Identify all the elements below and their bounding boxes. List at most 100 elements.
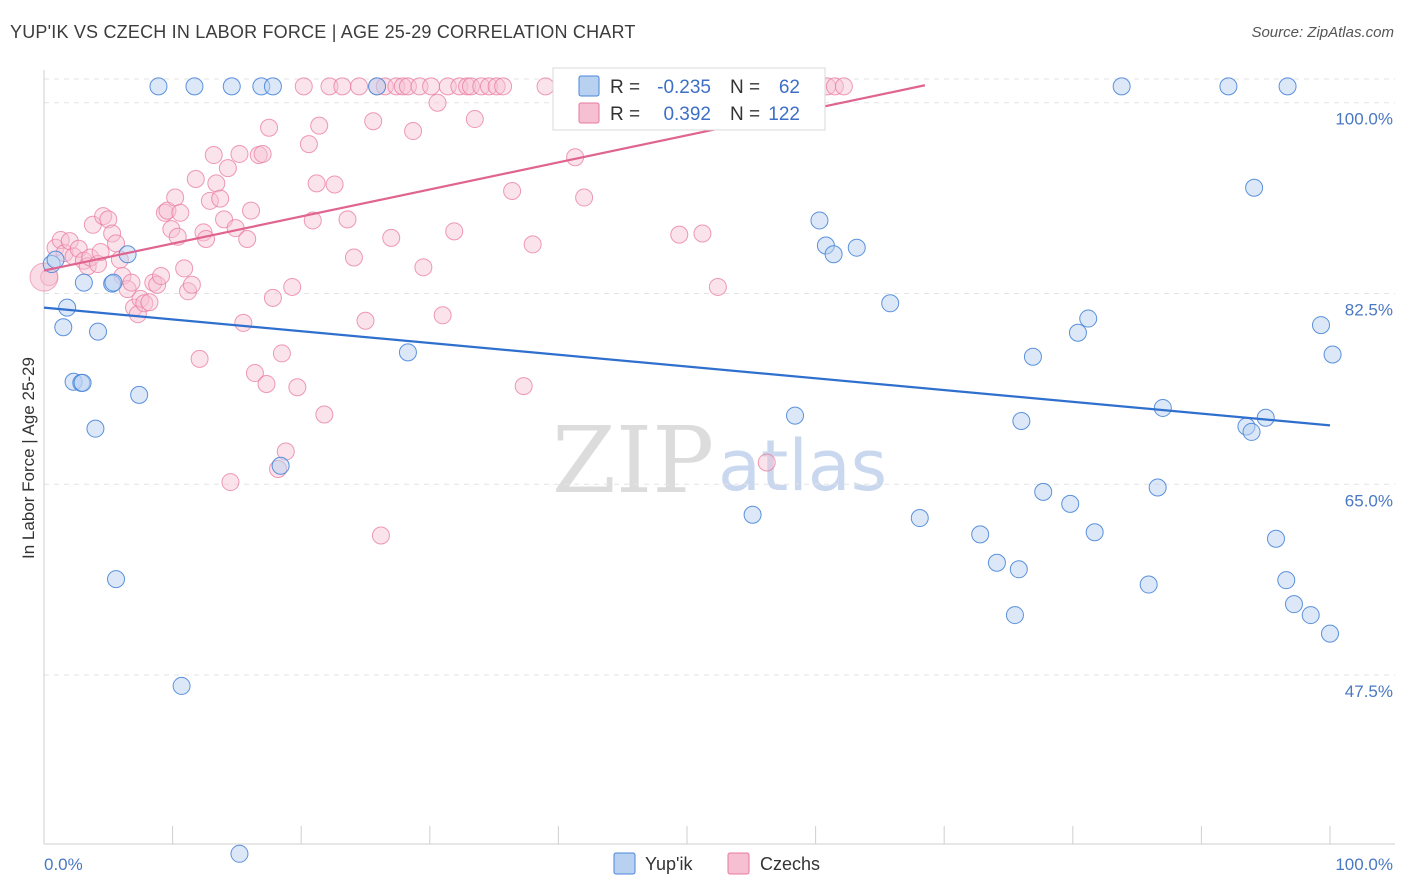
yupik-point bbox=[1323, 345, 1342, 364]
series-legend-swatch-yupik bbox=[613, 852, 636, 875]
x-tick-labels: 0.0% 100.0% bbox=[44, 855, 1393, 874]
czechs-point bbox=[834, 77, 853, 96]
czechs-point bbox=[503, 182, 522, 201]
yupik-point bbox=[1278, 77, 1297, 96]
yupik-point bbox=[1068, 323, 1087, 342]
yupik-point bbox=[54, 318, 73, 337]
czechs-point bbox=[356, 311, 375, 330]
legend-r-label-1: R = bbox=[610, 77, 640, 98]
czechs-point bbox=[307, 174, 326, 193]
axes bbox=[43, 70, 1395, 845]
yupik-point bbox=[1061, 494, 1080, 513]
czechs-point bbox=[263, 288, 282, 307]
czechs-point bbox=[472, 77, 491, 96]
yupik-point bbox=[971, 525, 990, 544]
czechs-point bbox=[272, 344, 291, 363]
yupik-point bbox=[1005, 606, 1024, 625]
yupik-point bbox=[230, 844, 249, 863]
czechs-point bbox=[218, 159, 237, 178]
czechs-point bbox=[303, 211, 322, 230]
czechs-point bbox=[514, 377, 533, 396]
czechs-point bbox=[428, 93, 447, 112]
yupik-point bbox=[1023, 347, 1042, 366]
yupik-point bbox=[824, 245, 843, 264]
czechs-point bbox=[575, 188, 594, 207]
yupik-point bbox=[1245, 178, 1264, 197]
czechs-point bbox=[371, 526, 390, 545]
czechs-point bbox=[333, 77, 352, 96]
series-legend: Yup'ik Czechs bbox=[613, 852, 820, 875]
yupik-point bbox=[1284, 595, 1303, 614]
czechs-point bbox=[325, 175, 344, 194]
czechs-point bbox=[171, 203, 190, 222]
legend-r-value-2: 0.392 bbox=[663, 104, 711, 125]
czechs-point bbox=[344, 248, 363, 267]
yupik-point bbox=[1311, 316, 1330, 335]
y-tick-label: 82.5% bbox=[1345, 300, 1393, 319]
legend-n-value-1: 62 bbox=[779, 77, 800, 98]
czechs-point bbox=[91, 243, 110, 262]
grid-lines bbox=[44, 78, 1395, 676]
watermark-atlas: atlas bbox=[718, 425, 887, 507]
czechs-point bbox=[494, 77, 513, 96]
yupik-point bbox=[810, 211, 829, 230]
yupik-point bbox=[1242, 422, 1261, 441]
x-tick-label-max: 100.0% bbox=[1335, 855, 1393, 874]
legend-n-label-2: N = bbox=[730, 104, 760, 125]
czechs-point bbox=[162, 220, 181, 239]
czechs-point bbox=[234, 313, 253, 332]
yupik-point bbox=[1266, 529, 1285, 548]
czechs-point bbox=[103, 224, 122, 243]
y-tick-labels: 47.5% 65.0% 82.5% 100.0% bbox=[1335, 110, 1393, 701]
chart-title: YUP'IK VS CZECH IN LABOR FORCE | AGE 25-… bbox=[10, 22, 636, 42]
yupik-points bbox=[42, 77, 1342, 863]
legend-r-label-2: R = bbox=[610, 104, 640, 125]
legend-swatch-yupik bbox=[578, 75, 600, 97]
yupik-point bbox=[1256, 408, 1275, 427]
yupik-point bbox=[786, 406, 805, 425]
czechs-point bbox=[190, 349, 209, 368]
y-tick-label: 65.0% bbox=[1345, 491, 1393, 510]
czechs-point bbox=[320, 77, 339, 96]
series-legend-label-yupik: Yup'ik bbox=[645, 854, 693, 874]
yupik-point bbox=[987, 553, 1006, 572]
yupik-point bbox=[368, 77, 387, 96]
czechs-point bbox=[260, 118, 279, 137]
czechs-point bbox=[364, 112, 383, 131]
legend-r-value-1: -0.235 bbox=[657, 77, 711, 98]
yupik-point bbox=[263, 77, 282, 96]
yupik-point bbox=[104, 273, 123, 292]
yupik-point bbox=[1277, 571, 1296, 590]
yupik-point bbox=[271, 456, 290, 475]
czechs-point bbox=[310, 116, 329, 135]
series-legend-swatch-czechs bbox=[727, 852, 750, 875]
czechs-point bbox=[693, 224, 712, 243]
yupik-point bbox=[743, 505, 762, 524]
source-label: Source: ZipAtlas.com bbox=[1251, 24, 1394, 41]
legend-n-value-2: 122 bbox=[768, 104, 800, 125]
czechs-point bbox=[670, 225, 689, 244]
czechs-point bbox=[135, 294, 154, 313]
czechs-point bbox=[211, 189, 230, 208]
czechs-point bbox=[175, 259, 194, 278]
czechs-point bbox=[238, 229, 257, 248]
yupik-point bbox=[1301, 606, 1320, 625]
czechs-point bbox=[757, 453, 776, 472]
czechs-point bbox=[60, 232, 79, 251]
watermark-zip: ZIP bbox=[552, 407, 714, 514]
yupik-point bbox=[1009, 560, 1028, 579]
yupik-point bbox=[86, 419, 105, 438]
czechs-point bbox=[315, 405, 334, 424]
czechs-point bbox=[155, 203, 174, 222]
yupik-point bbox=[222, 77, 241, 96]
czechs-point bbox=[404, 122, 423, 141]
czechs-point bbox=[433, 306, 452, 325]
yupik-point bbox=[185, 77, 204, 96]
yupik-point bbox=[74, 273, 93, 292]
czechs-point bbox=[283, 277, 302, 296]
czechs-point bbox=[288, 378, 307, 397]
yupik-point bbox=[73, 373, 92, 392]
yupik-point bbox=[847, 238, 866, 257]
yupik-point bbox=[1219, 77, 1238, 96]
